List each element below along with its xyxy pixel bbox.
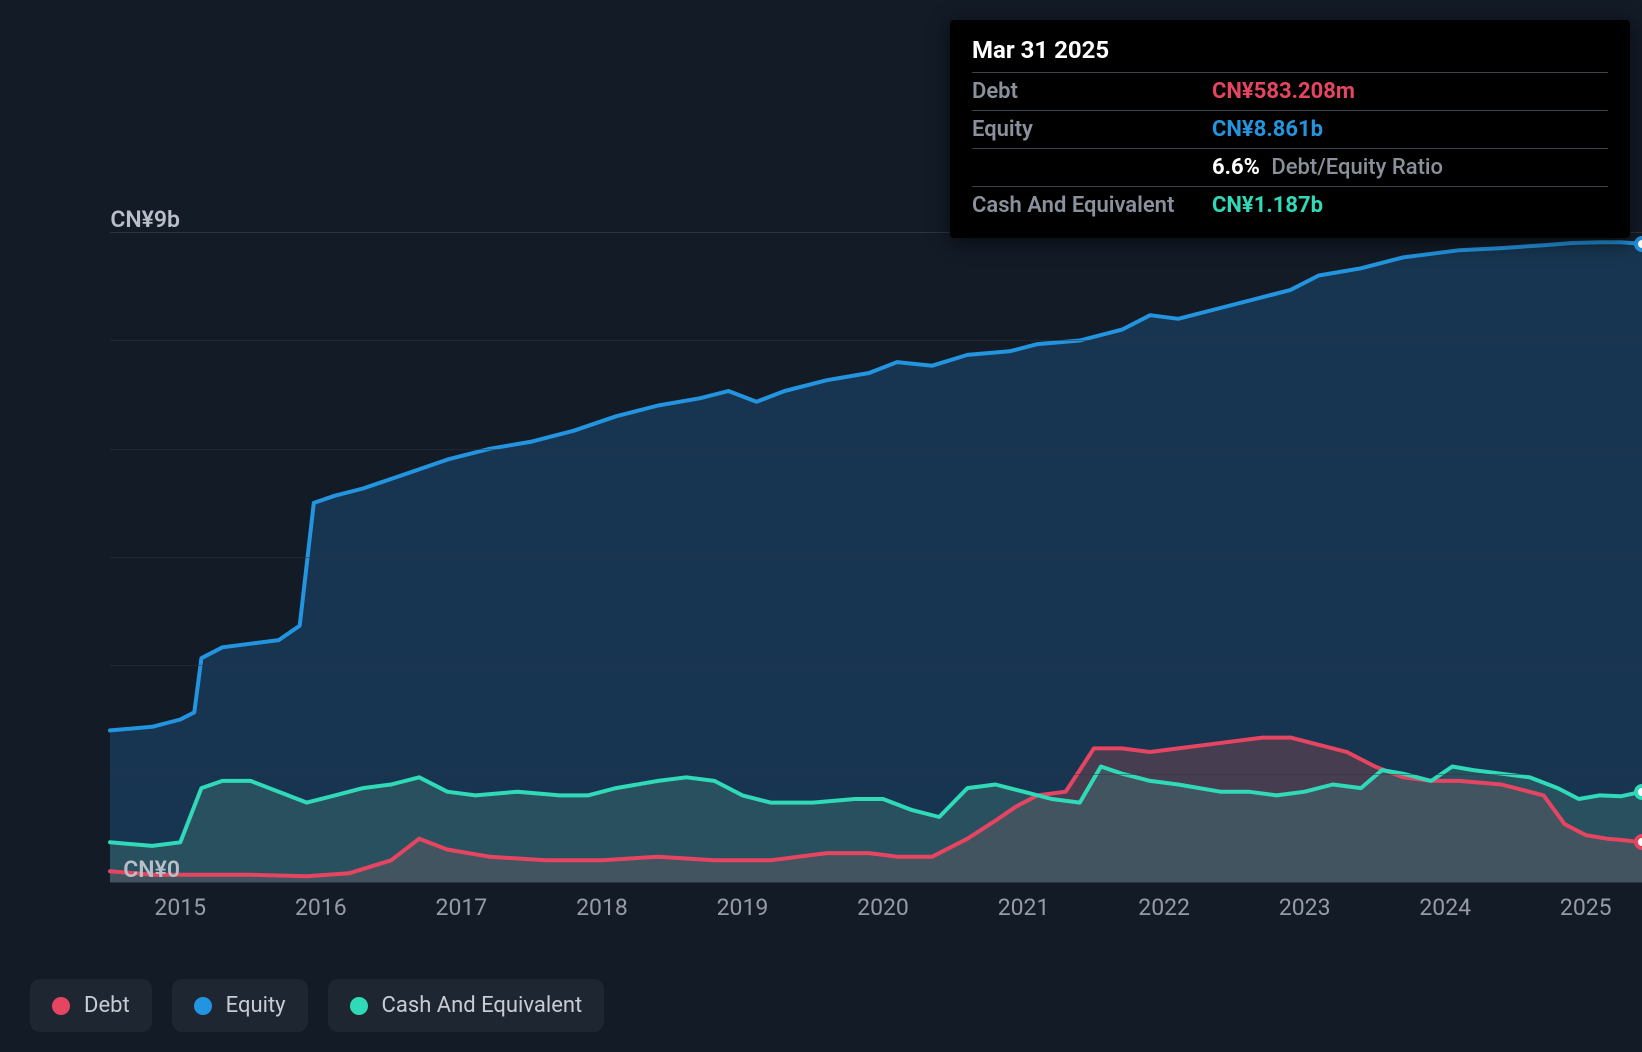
legend-item-debt[interactable]: Debt [30, 979, 152, 1032]
tooltip-row-cash: Cash And Equivalent CN¥1.187b [972, 186, 1608, 224]
tooltip-value: CN¥8.861b [1212, 117, 1323, 142]
tooltip-value: CN¥583.208m [1212, 79, 1355, 104]
legend-label: Equity [226, 993, 286, 1018]
x-axis-label: 2022 [1138, 894, 1190, 921]
tooltip-label: Debt [972, 79, 1212, 104]
tooltip-row-debt: Debt CN¥583.208m [972, 72, 1608, 110]
x-axis-label: 2023 [1279, 894, 1331, 921]
x-axis-label: 2018 [576, 894, 628, 921]
legend-dot-icon [350, 997, 368, 1015]
x-axis-label: 2015 [154, 894, 206, 921]
legend-dot-icon [194, 997, 212, 1015]
tooltip-row-ratio: 6.6% Debt/Equity Ratio [972, 148, 1608, 186]
tooltip-row-equity: Equity CN¥8.861b [972, 110, 1608, 148]
chart-legend: Debt Equity Cash And Equivalent [30, 979, 604, 1032]
grid-line [110, 882, 1642, 883]
legend-dot-icon [52, 997, 70, 1015]
chart-tooltip: Mar 31 2025 Debt CN¥583.208m Equity CN¥8… [950, 20, 1630, 238]
x-axis-label: 2017 [436, 894, 488, 921]
x-axis-label: 2024 [1419, 894, 1471, 921]
tooltip-label: Equity [972, 117, 1212, 142]
tooltip-label [972, 155, 1212, 180]
x-axis-label: 2021 [998, 894, 1050, 921]
legend-label: Cash And Equivalent [382, 993, 583, 1018]
legend-item-cash[interactable]: Cash And Equivalent [328, 979, 605, 1032]
x-axis-label: 2016 [295, 894, 347, 921]
x-axis-label: 2020 [857, 894, 909, 921]
x-axis-label: 2019 [717, 894, 769, 921]
y-axis-label: CN¥9b [110, 206, 180, 233]
tooltip-date: Mar 31 2025 [972, 36, 1608, 64]
x-axis-label: 2025 [1560, 894, 1612, 921]
y-axis-label: CN¥0 [123, 856, 180, 883]
legend-label: Debt [84, 993, 130, 1018]
tooltip-label: Cash And Equivalent [972, 193, 1212, 218]
tooltip-ratio: 6.6% Debt/Equity Ratio [1212, 155, 1443, 180]
legend-item-equity[interactable]: Equity [172, 979, 308, 1032]
tooltip-value: CN¥1.187b [1212, 193, 1323, 218]
